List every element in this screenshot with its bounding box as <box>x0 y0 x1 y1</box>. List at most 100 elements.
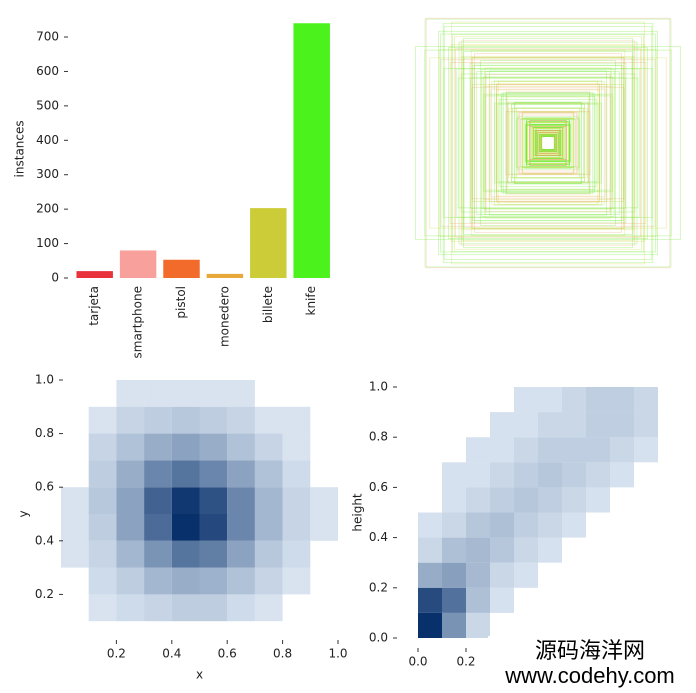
box-center <box>545 137 551 149</box>
heat-cell <box>171 380 200 407</box>
heat-cell <box>88 460 117 488</box>
box-outline <box>491 80 605 206</box>
box-outline <box>512 107 584 179</box>
heat-cell <box>199 487 228 514</box>
heat-cell <box>514 512 538 538</box>
heat-cell <box>514 462 538 488</box>
box-outline <box>448 46 648 240</box>
box-outline <box>522 118 574 168</box>
box-outline <box>425 17 671 269</box>
x-tick-label: 0.0 <box>408 655 427 669</box>
heat-cell <box>171 514 200 541</box>
heat-cell <box>490 412 514 438</box>
box-outline <box>472 56 624 230</box>
box-outline <box>496 84 600 202</box>
box-outline <box>455 68 641 218</box>
box-outline <box>450 44 646 242</box>
heat-cell <box>610 387 634 413</box>
bar <box>76 271 113 278</box>
heat-cell <box>442 487 466 513</box>
box-outline <box>502 92 594 194</box>
heat-cell <box>116 594 145 622</box>
heat-cell <box>610 437 634 463</box>
box-outline <box>516 118 580 168</box>
heat-cell <box>171 540 200 568</box>
box-outline <box>429 57 667 229</box>
box-outline <box>518 112 578 174</box>
box-outline <box>481 77 615 209</box>
heat-cell <box>466 512 490 538</box>
y-tick-label: 100 <box>36 236 59 250</box>
heat-cell <box>227 567 255 595</box>
heat-cell <box>562 412 586 438</box>
heat-cell <box>61 540 89 568</box>
heat-cell <box>610 412 634 438</box>
heat-cell <box>514 412 538 438</box>
heat-cell <box>199 380 228 407</box>
box-outline <box>514 102 582 184</box>
box-outline <box>443 25 653 261</box>
y-tick-label: 0.6 <box>369 480 388 494</box>
heat-cell <box>418 512 442 538</box>
x-tick-label: monedero <box>217 286 231 347</box>
box-outline <box>415 45 681 241</box>
box-outline <box>460 73 636 213</box>
heat-cell <box>586 412 610 438</box>
y-tick-label: 300 <box>36 167 59 181</box>
heat-cell <box>144 433 172 461</box>
heat-cell <box>171 487 200 514</box>
heat-cell <box>199 594 228 622</box>
box-outline <box>485 74 611 212</box>
box-outline <box>527 121 569 165</box>
box-outline <box>496 83 600 203</box>
heat-cell <box>466 437 490 463</box>
x-tick-label: tarjeta <box>87 286 101 326</box>
heat-cell <box>282 514 311 541</box>
heat-cell <box>562 487 586 513</box>
heat-cell <box>116 460 145 488</box>
box-outline <box>509 111 587 175</box>
heat-cell <box>466 612 490 638</box>
heat-cell <box>88 487 117 514</box>
heat-cell <box>116 406 145 434</box>
box-outline <box>507 103 589 183</box>
box-outline <box>452 33 644 253</box>
box-outline <box>463 37 633 249</box>
box-outline <box>480 60 616 226</box>
heat-cell <box>538 387 562 413</box>
heat-cell <box>171 406 200 434</box>
box-outline <box>525 123 571 163</box>
heat-cell <box>490 437 514 463</box>
heat-cell <box>199 433 228 461</box>
heat-cell <box>634 437 658 463</box>
heat-cell <box>634 387 658 413</box>
box-outline <box>474 64 622 222</box>
x-tick-label: 0.4 <box>162 647 181 661</box>
heat-cell <box>144 594 172 622</box>
box-outline <box>463 57 633 229</box>
y-tick-label: 0.6 <box>35 480 54 494</box>
x-tick-label: 1.0 <box>328 647 347 661</box>
x-tick-label: 0.2 <box>456 655 475 669</box>
box-outline <box>451 21 645 265</box>
bar <box>293 23 330 279</box>
heat-cell <box>227 514 255 541</box>
heat-cell <box>586 462 610 488</box>
box-outline <box>457 77 639 209</box>
box-outline <box>424 18 672 268</box>
box-outline <box>505 110 591 176</box>
box-outline <box>506 91 590 195</box>
y-axis-label: instances <box>13 120 27 177</box>
x-tick-label: 0.6 <box>218 647 237 661</box>
box-outline <box>508 108 588 178</box>
heat-cell <box>514 437 538 463</box>
box-outline <box>488 83 608 203</box>
x-tick-label: 0.2 <box>107 647 126 661</box>
heat-cell <box>227 433 255 461</box>
heat-cell <box>88 540 117 568</box>
heat-cell <box>418 562 442 588</box>
box-outline <box>471 57 625 229</box>
box-overlay <box>415 10 683 278</box>
box-outline <box>483 76 613 210</box>
